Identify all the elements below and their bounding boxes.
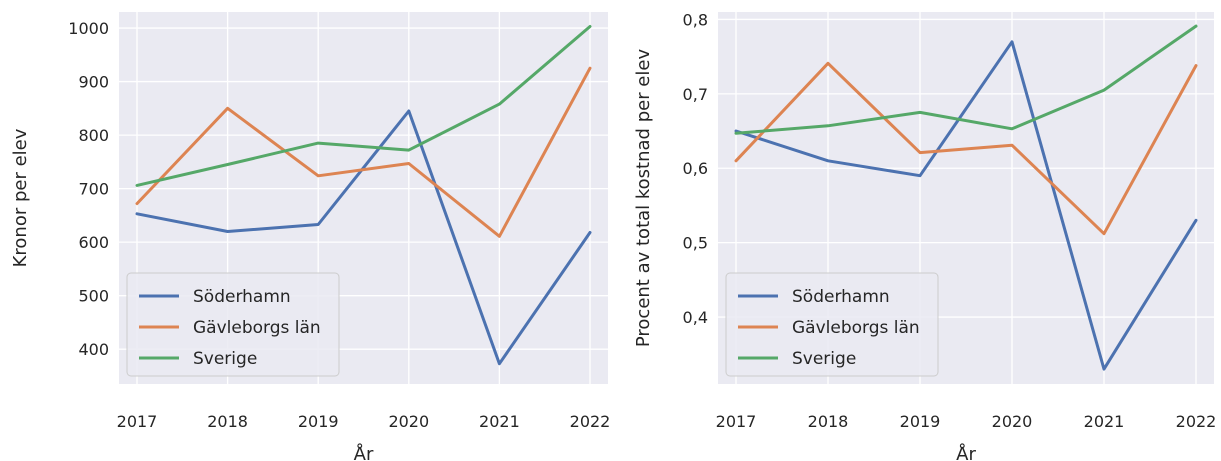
series-line-1	[734, 40, 1198, 371]
x-tick-label: 2021	[1084, 412, 1125, 431]
x-tick-label: 2020	[388, 412, 429, 431]
y-axis-label: Procent av total kostnad per elev	[633, 49, 654, 348]
x-tick-label: 2019	[298, 412, 339, 431]
chart-panel-2: 0,4 0,5 0,6 0,7 0,8 2017 2018 2019 2020 2021 2022 Å…	[633, 10, 1216, 461]
x-tick-label: 2022	[570, 412, 611, 431]
series-line-3	[734, 24, 1198, 135]
legend-label-2: Gävleborgs län	[193, 318, 321, 338]
legend-label-3: Sverige	[193, 349, 257, 369]
y-tick-label: 700	[78, 180, 109, 199]
y-tick-label: 0,7	[683, 85, 708, 104]
series-line-3	[135, 25, 592, 187]
x-tick-label: 2018	[207, 412, 248, 431]
y-axis-label: Kronor per elev	[10, 128, 31, 267]
y-tick-label: 0,5	[683, 234, 708, 253]
x-tick-label: 2020	[992, 412, 1033, 431]
legend: Söderhamn Gävleborgs län Sverige	[126, 272, 340, 377]
legend-label-3: Sverige	[792, 349, 856, 369]
x-tick-label: 2021	[479, 412, 520, 431]
y-tick-label: 0,4	[683, 308, 708, 327]
y-tick-label: 500	[78, 287, 109, 306]
y-tick-label: 800	[78, 126, 109, 145]
x-axis-label: År	[354, 443, 374, 461]
y-tick-label: 900	[78, 73, 109, 92]
y-tick-label: 0,8	[683, 10, 708, 29]
legend-box	[725, 272, 939, 377]
series-line-1	[135, 109, 592, 366]
legend-label-1: Söderhamn	[792, 287, 890, 307]
legend: Söderhamn Gävleborgs län Sverige	[725, 272, 939, 377]
series-line-2	[135, 66, 592, 238]
y-tick-label: 0,6	[683, 159, 708, 178]
y-tick-label: 400	[78, 340, 109, 359]
chart-panel-1: 400 500 600 700 800 900 1000 2017 2018 2019 2020 20…	[10, 12, 610, 461]
legend-box	[126, 272, 340, 377]
x-tick-label: 2018	[808, 412, 849, 431]
y-tick-label: 600	[78, 233, 109, 252]
legend-label-1: Söderhamn	[193, 287, 291, 307]
y-tick-label: 1000	[68, 19, 109, 38]
legend-label-2: Gävleborgs län	[792, 318, 920, 338]
x-tick-label: 2019	[900, 412, 941, 431]
x-tick-label: 2022	[1176, 412, 1217, 431]
x-tick-label: 2017	[716, 412, 757, 431]
series-line-2	[734, 61, 1198, 236]
x-tick-label: 2017	[117, 412, 158, 431]
x-axis-label: År	[956, 443, 976, 461]
